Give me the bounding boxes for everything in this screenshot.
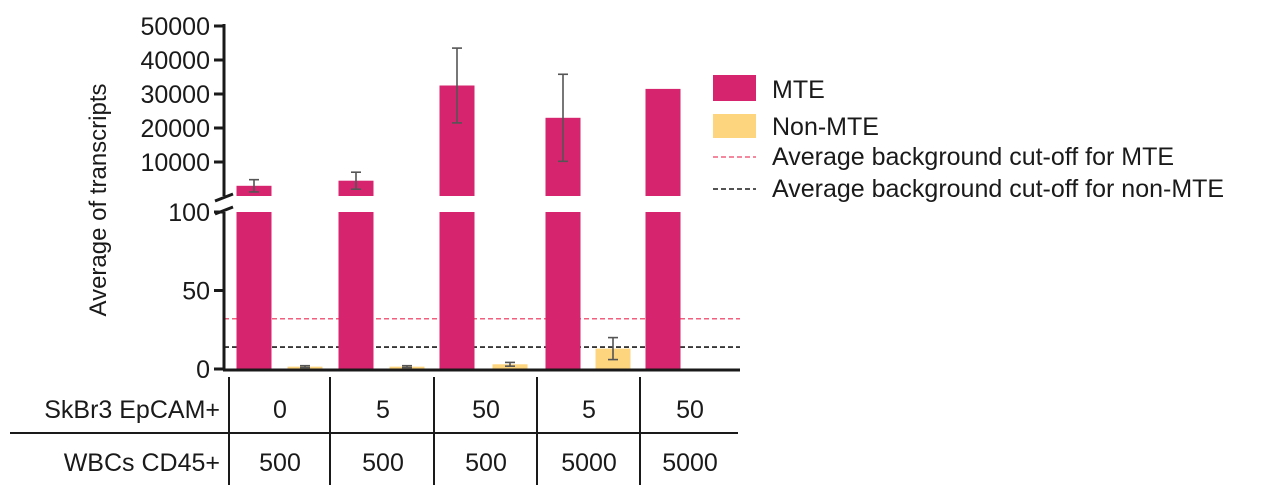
bar-mte-lower (645, 212, 681, 369)
legend-label-mte: MTE (772, 76, 825, 104)
bar-mte-lower (545, 212, 581, 369)
axis-break-mark (214, 192, 234, 203)
table-cell-skbr3: 50 (472, 396, 500, 424)
table-row-label-wbcs: WBCs CD45+ (64, 449, 220, 477)
condition-table: SkBr3 EpCAM+ WBCs CD45+ 0 500 5 500 50 500 5 50… (10, 377, 738, 485)
bar-mte-lower (439, 212, 475, 369)
table-cell-wbcs: 500 (362, 449, 404, 477)
y-axis: 0 50 100 10000 20000 30000 40000 50000 (140, 13, 740, 384)
table-cell-skbr3: 0 (273, 396, 287, 424)
y-tick-label: 20000 (140, 115, 210, 143)
table-cell-wbcs: 5000 (561, 449, 617, 477)
bar-mte-upper (645, 88, 681, 196)
axis-labels: Average of transcripts (85, 83, 112, 316)
table-cell-wbcs: 500 (465, 449, 507, 477)
table-cell-wbcs: 500 (259, 449, 301, 477)
table-cell-skbr3: 5 (582, 396, 596, 424)
table-cells: 0 500 5 500 50 500 5 5000 50 5000 (228, 377, 718, 485)
legend-label-non-mte: Non-MTE (772, 113, 879, 141)
y-tick-label: 50 (182, 278, 210, 306)
y-tick-label: 40000 (140, 47, 210, 75)
y-tick-label: 50000 (140, 13, 210, 41)
y-tick-label: 0 (196, 356, 210, 384)
reference-lines (224, 317, 740, 348)
y-tick-label: 10000 (140, 149, 210, 177)
y-tick-label: 100 (168, 199, 210, 227)
legend-swatch-non-mte (713, 114, 756, 138)
legend-label-non-mte-cutoff: Average background cut-off for non-MTE (772, 175, 1224, 203)
table-cell-wbcs: 5000 (662, 449, 718, 477)
legend: MTE Non-MTE Average background cut-off f… (713, 75, 1224, 203)
table-cell-skbr3: 50 (676, 396, 704, 424)
bars (236, 47, 681, 369)
bar-mte-lower (338, 212, 374, 369)
y-tick-label: 30000 (140, 81, 210, 109)
legend-label-mte-cutoff: Average background cut-off for MTE (772, 143, 1174, 171)
legend-swatch-mte (713, 75, 756, 101)
y-axis-title: Average of transcripts (85, 83, 112, 316)
bar-mte-lower (236, 212, 272, 369)
table-cell-skbr3: 5 (376, 396, 390, 424)
table-row-label-skbr3: SkBr3 EpCAM+ (44, 396, 220, 424)
